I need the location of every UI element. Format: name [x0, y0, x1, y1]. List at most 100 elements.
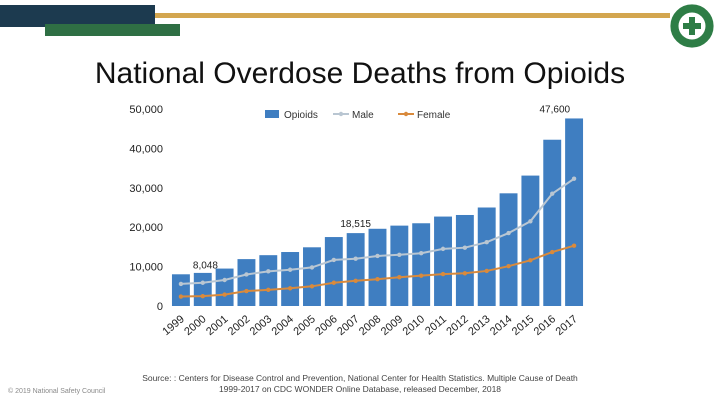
y-tick-label: 0: [157, 301, 163, 313]
x-tick-label: 2006: [313, 313, 339, 338]
series-point-female: [571, 243, 577, 248]
legend-label-opioids: Opioids: [284, 110, 318, 121]
x-tick-label: 2010: [401, 313, 427, 338]
series-point-female: [418, 273, 424, 278]
series-point-female: [550, 249, 555, 255]
y-tick-label: 40,000: [129, 143, 163, 155]
series-point-male: [266, 269, 271, 274]
series-point-female: [331, 280, 337, 285]
series-point-male: [222, 277, 227, 283]
series-point-female: [287, 286, 293, 291]
series-point-female: [462, 271, 468, 276]
bar: [499, 193, 518, 306]
legend-label-female: Female: [417, 110, 451, 121]
header-green-bar: [45, 24, 180, 36]
data-label: 47,600: [539, 104, 570, 115]
series-point-female: [528, 258, 533, 263]
bar: [237, 259, 256, 306]
bar: [412, 223, 431, 306]
series-point-male: [353, 256, 358, 261]
x-tick-label: 2003: [248, 313, 274, 338]
source-note: Source: : Centers for Disease Control an…: [140, 373, 580, 395]
x-tick-label: 2002: [226, 313, 252, 338]
series-point-male: [506, 230, 511, 236]
header-dark-bar: [0, 5, 155, 27]
x-tick-label: 2007: [335, 313, 361, 338]
series-point-male: [375, 253, 380, 259]
bar: [259, 255, 278, 306]
series-point-male: [287, 267, 293, 272]
series-point-female: [222, 292, 227, 297]
source-line-1: Source: : Centers for Disease Control an…: [142, 373, 578, 383]
y-tick-label: 20,000: [129, 222, 163, 234]
x-tick-label: 2014: [488, 313, 514, 338]
bar: [434, 216, 452, 306]
x-tick-label: 2016: [532, 313, 558, 338]
series-point-male: [484, 239, 489, 245]
bar: [565, 118, 584, 307]
series-point-male: [440, 246, 446, 252]
series-point-female: [353, 278, 358, 283]
bar: [215, 268, 234, 306]
x-tick-label: 2000: [182, 313, 208, 338]
slide-title: National Overdose Deaths from Opioids: [94, 57, 626, 90]
bar: [193, 272, 212, 306]
series-point-female: [178, 294, 184, 299]
bar: [346, 233, 365, 306]
bar: [171, 274, 190, 306]
series-point-male: [200, 280, 205, 285]
bar: [543, 139, 562, 306]
bar: [390, 225, 409, 306]
series-point-male: [397, 252, 402, 257]
y-tick-label: 30,000: [129, 183, 163, 195]
series-point-male: [244, 272, 249, 277]
x-tick-label: 1999: [160, 313, 186, 338]
bar: [477, 207, 496, 306]
x-tick-label: 2015: [510, 313, 536, 338]
series-point-female: [375, 277, 380, 282]
x-tick-label: 2008: [357, 313, 383, 338]
series-point-male: [418, 251, 424, 256]
series-point-male: [331, 257, 337, 263]
source-line-2: 1999-2017 on CDC WONDER Online Database,…: [218, 384, 502, 394]
bar: [368, 228, 387, 306]
header-rule: [155, 13, 670, 18]
series-point-female: [266, 287, 271, 293]
series-point-female: [200, 293, 205, 299]
x-tick-label: 2004: [270, 313, 296, 338]
copyright-text: © 2019 National Safety Council: [8, 388, 106, 395]
bar: [521, 175, 540, 306]
data-label: 8,048: [193, 260, 218, 271]
series-point-female: [484, 268, 489, 274]
bar: [281, 252, 300, 306]
series-point-female: [506, 264, 511, 269]
x-tick-label: 2013: [466, 313, 492, 338]
y-tick-label: 10,000: [129, 262, 163, 274]
series-point-female: [397, 275, 402, 280]
x-tick-label: 2012: [444, 313, 470, 338]
x-tick-label: 2009: [379, 313, 405, 338]
x-tick-label: 2001: [204, 313, 230, 338]
series-point-male: [528, 219, 533, 224]
legend-swatch-opioids: [265, 110, 279, 118]
legend-marker-male: [338, 111, 344, 117]
bar: [303, 247, 321, 306]
nsc-logo-icon: [669, 3, 715, 49]
x-tick-label: 2005: [291, 313, 317, 338]
series-point-male: [309, 265, 315, 270]
series-point-male: [178, 281, 184, 287]
data-label: 18,515: [340, 219, 371, 230]
x-tick-label: 2011: [423, 313, 449, 337]
series-point-female: [309, 284, 315, 289]
bar: [324, 237, 343, 306]
series-point-male: [550, 191, 555, 196]
bar: [455, 214, 474, 306]
x-tick-label: 2017: [554, 313, 580, 338]
series-point-female: [244, 288, 249, 294]
legend-marker-female: [403, 111, 409, 117]
legend-label-male: Male: [352, 110, 374, 121]
y-tick-label: 50,000: [129, 104, 163, 116]
series-point-male: [462, 245, 468, 250]
series-point-male: [571, 176, 577, 181]
